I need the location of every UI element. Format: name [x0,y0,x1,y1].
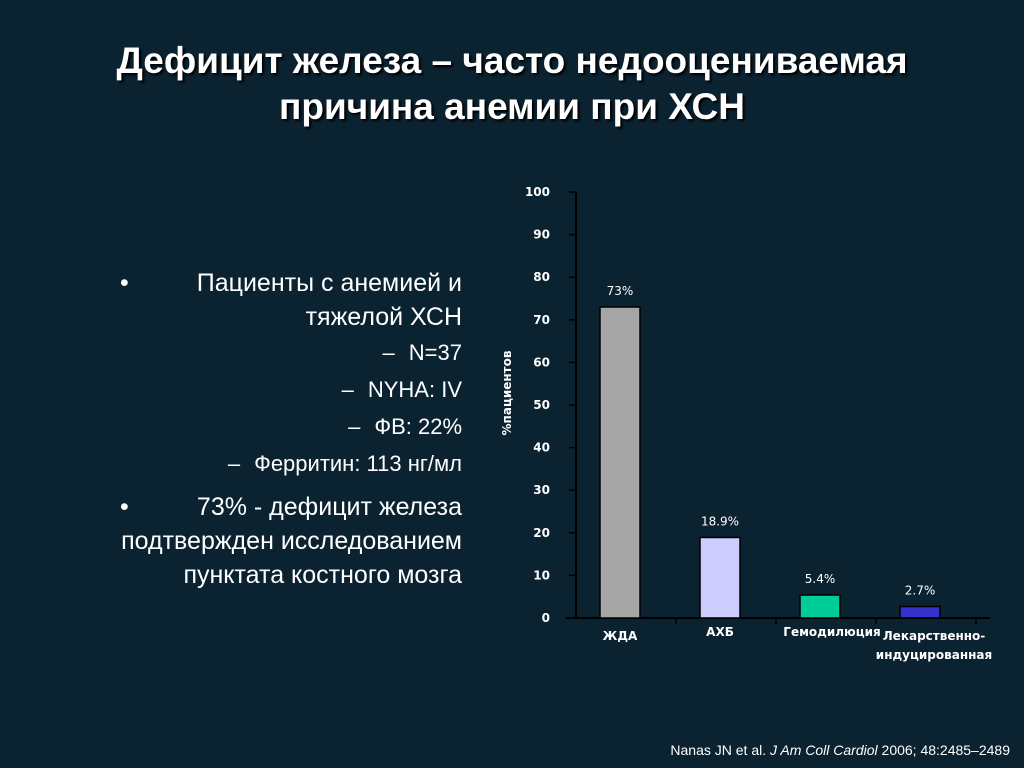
slide-title: Дефицит железа – часто недооцениваемая п… [40,38,984,130]
sub-bullet-ef: – ФВ: 22% [60,409,462,445]
bar-3 [799,594,841,619]
citation: Nanas JN et al. J Am Coll Cardiol 2006; … [670,742,1010,758]
sub-bullet-n: – N=37 [60,335,462,371]
bullet-list: • Пациенты с анемией и тяжелой ХСН – N=37… [60,266,462,592]
citation-journal: J Am Coll Cardiol [770,742,878,758]
bullet-line: подтвержден исследованием [121,527,462,555]
x-category-label: индуцированная [876,648,992,662]
citation-authors: Nanas JN et al. [670,742,771,758]
y-tick-label: 50 [533,398,550,412]
y-tick-label: 90 [533,228,550,242]
title-line-2: причина анемии при ХСН [279,86,745,127]
bullet-item-iron-deficiency: • 73% - дефицит железа подтвержден иссле… [60,490,462,592]
y-tick-label: 10 [533,568,550,582]
bullet-line: тяжелой ХСН [305,303,462,331]
bar-1 [599,306,641,619]
sub-bullet-text: ФВ: 22% [374,414,462,439]
dash-marker: – [348,414,361,439]
title-line-1: Дефицит железа – часто недооцениваемая [116,40,908,81]
y-tick-label: 100 [525,185,550,199]
sub-bullet-nyha: – NYHA: IV [60,372,462,408]
dash-marker: – [382,340,395,365]
bullet-marker: • [120,269,129,297]
bar-4 [899,605,941,619]
bar-chart: 0 10 20 30 40 50 60 70 80 90 100 %пациентов 73% ЖДА 18… [500,185,992,662]
y-tick-label: 0 [542,611,550,625]
y-tick-label: 60 [533,355,550,369]
bar-2 [699,536,741,619]
sub-bullet-text: Ферритин: 113 нг/мл [254,451,462,476]
x-category-label: ЖДА [603,629,638,643]
bullet-item-patients: • Пациенты с анемией и тяжелой ХСН [60,266,462,334]
bullet-line: пунктата костного мозга [183,561,462,589]
y-axis-title: %пациентов [500,350,514,435]
x-category-label: АХБ [706,625,734,639]
y-tick-label: 40 [533,441,550,455]
data-label: 73% [607,284,634,298]
dash-marker: – [227,451,241,476]
data-label: 18.9% [701,514,739,528]
data-label: 5.4% [805,572,836,586]
x-category-label: Лекарственно- [883,629,986,643]
sub-bullet-ferritin: – Ферритин: 113 нг/мл [60,446,462,482]
sub-bullet-text: NYHA: IV [367,377,462,402]
bullet-marker: • [120,493,129,521]
dash-marker: – [341,377,354,402]
data-label: 2.7% [905,583,936,597]
bullet-line: Пациенты с анемией и [196,269,462,297]
y-tick-label: 20 [533,526,550,540]
y-tick-label: 70 [533,313,550,327]
x-category-label: Гемодилюция [783,625,880,639]
citation-details: 2006; 48:2485–2489 [877,742,1010,758]
bullet-line: 73% - дефицит железа [196,493,462,521]
y-tick-label: 80 [533,270,550,284]
sub-bullet-text: N=37 [408,340,462,365]
y-tick-label: 30 [533,483,550,497]
